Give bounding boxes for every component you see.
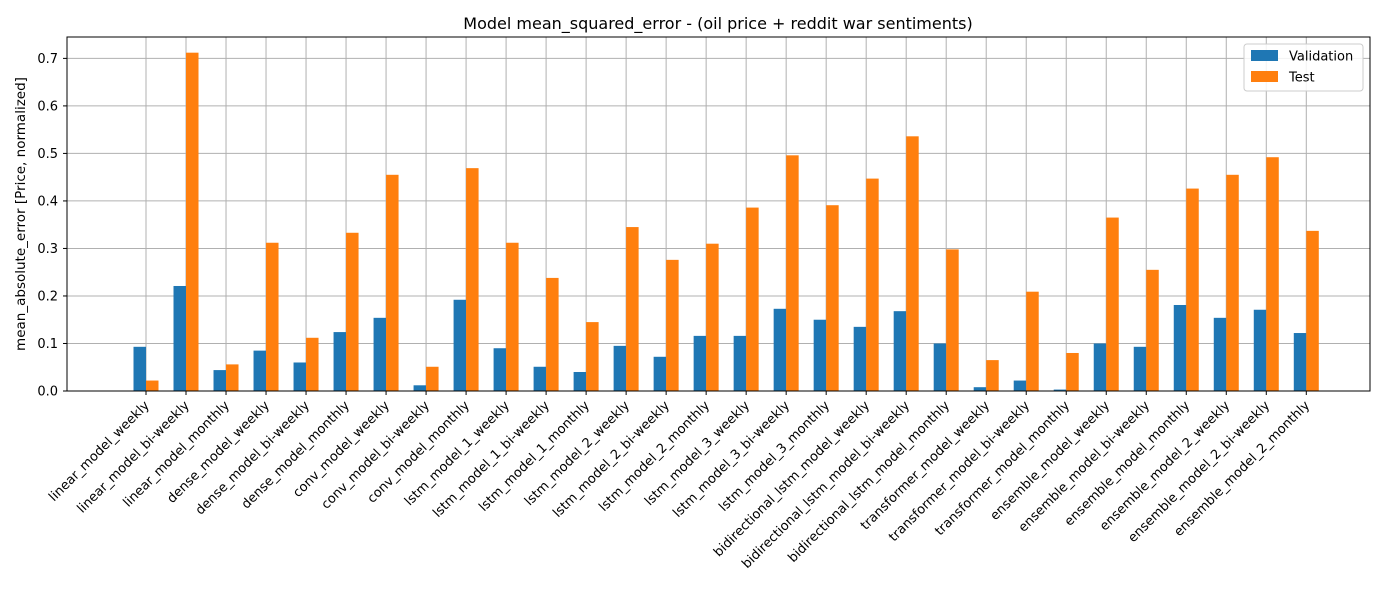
test-bar — [626, 227, 639, 391]
test-bar — [466, 168, 479, 391]
validation-bar — [413, 385, 427, 391]
test-bar — [986, 360, 999, 391]
test-bar — [706, 243, 719, 391]
test-bar — [1226, 174, 1239, 391]
legend: Validation Test — [1243, 43, 1364, 92]
validation-bar — [373, 317, 387, 391]
validation-bar — [333, 332, 347, 391]
test-bar — [586, 322, 599, 391]
y-tick-label: 0.3 — [37, 242, 58, 257]
test-bar — [546, 277, 559, 391]
test-bar — [946, 249, 959, 391]
validation-bar — [573, 371, 587, 391]
test-bar — [1186, 188, 1199, 391]
validation-bar — [773, 308, 787, 391]
validation-bar — [1213, 317, 1227, 391]
test-bar — [1306, 230, 1319, 391]
validation-bar — [453, 299, 467, 391]
validation-bar — [533, 366, 547, 391]
y-tick-label: 0.2 — [37, 289, 58, 304]
validation-bar — [1013, 380, 1027, 391]
validation-bar — [213, 370, 227, 391]
y-tick-label: 0.1 — [37, 337, 58, 352]
validation-bar — [653, 356, 667, 391]
validation-bar — [933, 343, 947, 391]
validation-bar — [133, 346, 146, 391]
validation-bar — [253, 350, 267, 391]
test-bar — [506, 242, 519, 391]
test-bar — [666, 259, 679, 391]
validation-bar — [1133, 346, 1147, 391]
validation-bar — [973, 387, 987, 391]
validation-bar — [813, 319, 827, 391]
validation-bar — [853, 326, 867, 391]
validation-bar — [1253, 309, 1267, 391]
validation-bar — [893, 311, 907, 391]
test-bar — [386, 174, 399, 391]
y-tick-label: 0.6 — [37, 99, 58, 114]
validation-bar — [1293, 333, 1307, 391]
plot-frame — [66, 36, 1371, 392]
validation-bar — [733, 335, 747, 391]
validation-bar — [1173, 304, 1187, 391]
validation-bar — [613, 345, 627, 391]
test-bar — [786, 155, 799, 391]
test-bar — [1026, 291, 1039, 391]
y-tick-label: 0.0 — [37, 385, 58, 400]
y-axis-label: mean_absolute_error [Price, normalized] — [13, 77, 29, 351]
y-tick-label: 0.4 — [37, 194, 58, 209]
test-bar — [306, 337, 319, 391]
test-bar — [346, 232, 359, 391]
test-bar — [186, 52, 199, 391]
bars — [133, 52, 1319, 391]
test-bar — [426, 366, 439, 391]
test-bar — [1066, 352, 1079, 391]
test-bar — [866, 178, 879, 391]
chart-title: Model mean_squared_error - (oil price + … — [463, 14, 972, 34]
legend-swatch — [1251, 71, 1278, 82]
test-bar — [266, 242, 279, 391]
test-bar — [1106, 217, 1119, 391]
validation-bar — [1093, 343, 1107, 391]
validation-bar — [693, 335, 707, 391]
y-tick-label: 0.5 — [37, 147, 58, 162]
test-bar — [146, 380, 159, 391]
legend-label: Validation — [1289, 50, 1353, 65]
y-tick-label: 0.7 — [37, 52, 58, 67]
test-bar — [226, 364, 239, 391]
test-bar — [906, 136, 919, 391]
test-bar — [1266, 157, 1279, 391]
test-bar — [826, 205, 839, 391]
test-bar — [1146, 269, 1159, 391]
validation-bar — [1053, 389, 1067, 391]
legend-label: Test — [1288, 71, 1315, 86]
validation-bar — [173, 285, 187, 391]
legend-swatch — [1251, 50, 1278, 61]
test-bar — [746, 207, 759, 391]
validation-bar — [493, 348, 507, 391]
validation-bar — [293, 362, 307, 391]
